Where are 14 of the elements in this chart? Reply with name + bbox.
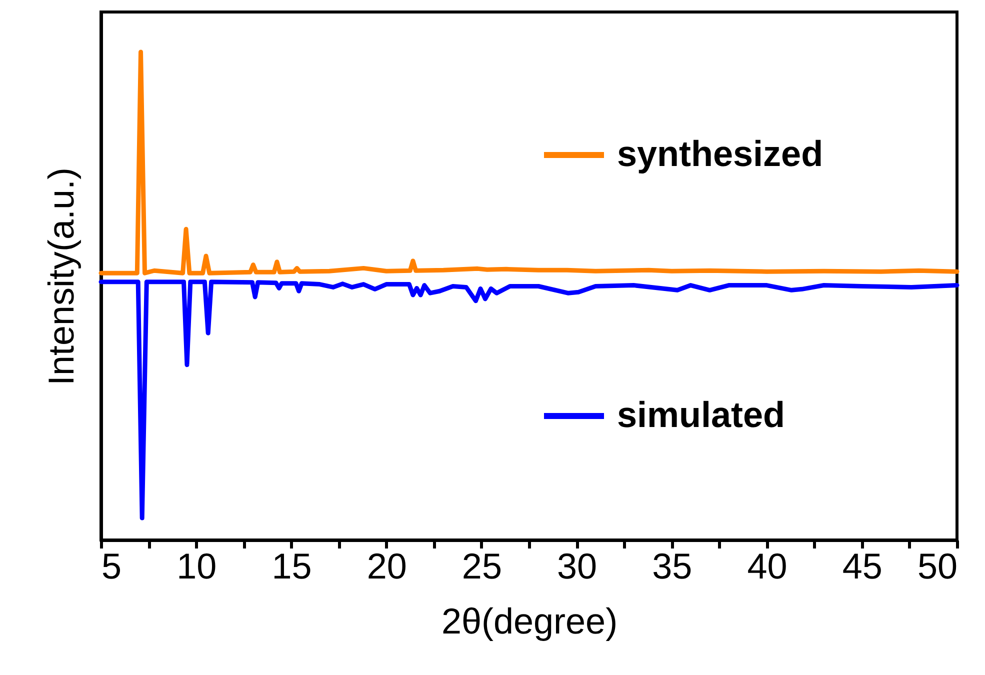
x-tick-label: 30 [557,546,598,586]
y-axis-title: Intensity(a.u.) [40,167,82,386]
x-tick-label: 45 [842,546,882,586]
x-tick-label: 50 [917,546,958,586]
x-tick-label: 5 [102,546,122,586]
x-tick-label: 15 [272,546,312,586]
legend-label: synthesized [617,133,824,174]
x-tick-label: 40 [747,546,788,586]
x-tick-label: 25 [462,546,502,586]
legend-label: simulated [617,394,786,435]
x-tick-label: 35 [652,546,692,586]
x-axis-title: 2θ(degree) [441,600,618,642]
x-tick-label: 20 [366,546,407,586]
x-tick-label: 10 [176,546,217,586]
